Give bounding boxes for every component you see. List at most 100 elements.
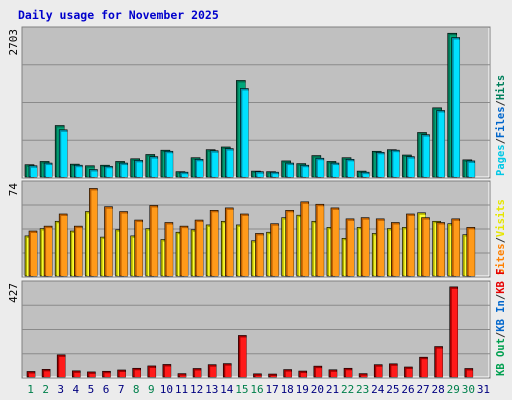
- bar-face: [468, 229, 475, 276]
- bar-face: [315, 368, 322, 377]
- bar-kb-f-day-28: [434, 346, 443, 378]
- bar-face: [378, 154, 385, 177]
- legend: Pages/Files/Hits: [495, 75, 507, 176]
- bar-face: [89, 373, 96, 377]
- legend-entry: Hits: [495, 75, 507, 100]
- x-tick-label-day-1: 1: [27, 383, 34, 396]
- bar-kb-f-day-7: [117, 369, 126, 378]
- bar-kb-f-day-12: [192, 368, 202, 378]
- bar-face: [46, 165, 53, 177]
- x-tick-label-day-16: 16: [250, 383, 263, 396]
- bar-kb-f-day-17: [268, 373, 277, 378]
- legend-entry: Files: [495, 106, 507, 138]
- bar-face: [468, 162, 475, 177]
- bar-face: [106, 208, 113, 276]
- bar-face: [74, 372, 81, 377]
- bar-kb-f-day-6: [102, 370, 111, 378]
- bar-face: [363, 174, 370, 177]
- bar-sites-day-9: [149, 205, 159, 277]
- bar-files-day-8: [134, 160, 143, 178]
- x-tick-label-day-5: 5: [88, 383, 95, 396]
- x-tick-label-day-31: 31: [477, 383, 490, 396]
- bar-kb-f-day-13: [207, 364, 217, 378]
- bar-sites-day-25: [391, 222, 400, 277]
- bar-files-day-5: [89, 169, 98, 178]
- y-max-label: 427: [7, 283, 20, 303]
- bar-sites-day-4: [73, 225, 83, 277]
- bar-files-day-18: [285, 162, 294, 178]
- bar-sites-day-20: [315, 203, 325, 277]
- bar-face: [121, 213, 128, 276]
- bar-sites-day-13: [209, 210, 219, 277]
- bar-face: [225, 365, 232, 377]
- legend: Sites/Visits: [495, 199, 507, 275]
- x-tick-label-day-27: 27: [416, 383, 429, 396]
- bar-face: [106, 168, 113, 177]
- bar-face: [242, 90, 249, 177]
- bar-face: [302, 167, 309, 177]
- bar-face: [436, 348, 443, 377]
- bar-face: [287, 165, 294, 177]
- bar-sites-day-24: [375, 218, 385, 277]
- bar-kb-f-day-23: [358, 373, 368, 378]
- bar-face: [76, 228, 83, 276]
- bar-face: [255, 375, 262, 377]
- bar-sites-day-7: [119, 211, 128, 277]
- bar-face: [272, 225, 279, 276]
- bar-face: [272, 174, 279, 177]
- bar-face: [166, 153, 173, 177]
- x-tick-label-day-20: 20: [311, 383, 324, 396]
- x-tick-label-day-13: 13: [205, 383, 218, 396]
- bar-files-day-14: [224, 148, 234, 178]
- x-tick-label-day-9: 9: [148, 383, 155, 396]
- x-tick-label-day-14: 14: [220, 383, 234, 396]
- bar-files-day-6: [104, 165, 113, 178]
- bar-kb-f-day-4: [71, 370, 81, 378]
- legend-entry: /: [495, 237, 507, 243]
- bar-files-day-27: [421, 134, 430, 178]
- bar-sites-day-18: [285, 210, 294, 277]
- bar-face: [164, 366, 171, 377]
- bar-sites-day-12: [194, 219, 204, 277]
- bar-face: [46, 228, 53, 276]
- bar-face: [61, 215, 68, 276]
- bar-kb-f-day-2: [41, 369, 51, 378]
- bar-face: [391, 365, 398, 377]
- bar-sites-day-27: [421, 217, 430, 277]
- x-tick-label-day-24: 24: [371, 383, 385, 396]
- bar-sites-day-1: [28, 230, 38, 277]
- bar-face: [151, 207, 158, 276]
- bar-face: [317, 160, 324, 177]
- bar-files-day-15: [240, 88, 249, 178]
- bar-files-day-11: [179, 171, 189, 178]
- bar-files-day-24: [375, 152, 385, 178]
- bar-face: [31, 167, 37, 177]
- bar-face: [285, 371, 292, 377]
- bar-kb-f-day-15: [238, 335, 247, 378]
- bar-face: [240, 337, 247, 377]
- bar-face: [376, 366, 383, 377]
- bar-files-day-29: [451, 37, 461, 178]
- panel-2: 74 Sites/Visits: [7, 180, 507, 278]
- bar-kb-f-day-16: [253, 373, 262, 378]
- bar-kb-f-day-25: [389, 363, 398, 378]
- bar-files-day-25: [391, 149, 400, 178]
- legend-entry: Sites: [495, 243, 507, 275]
- bar-face: [104, 373, 111, 377]
- bar-face: [302, 203, 309, 276]
- bar-face: [181, 174, 188, 177]
- bar-face: [166, 224, 173, 276]
- bar-face: [151, 158, 158, 177]
- bar-face: [408, 158, 415, 177]
- bar-kb-f-day-10: [162, 364, 172, 378]
- bar-sites-day-5: [89, 188, 98, 277]
- bar-face: [287, 212, 294, 276]
- bar-face: [423, 219, 430, 276]
- bar-face: [438, 224, 445, 276]
- x-tick-label-day-15: 15: [235, 383, 248, 396]
- x-tick-label-day-18: 18: [281, 383, 294, 396]
- bar-sites-day-21: [330, 207, 340, 277]
- bar-face: [346, 370, 353, 377]
